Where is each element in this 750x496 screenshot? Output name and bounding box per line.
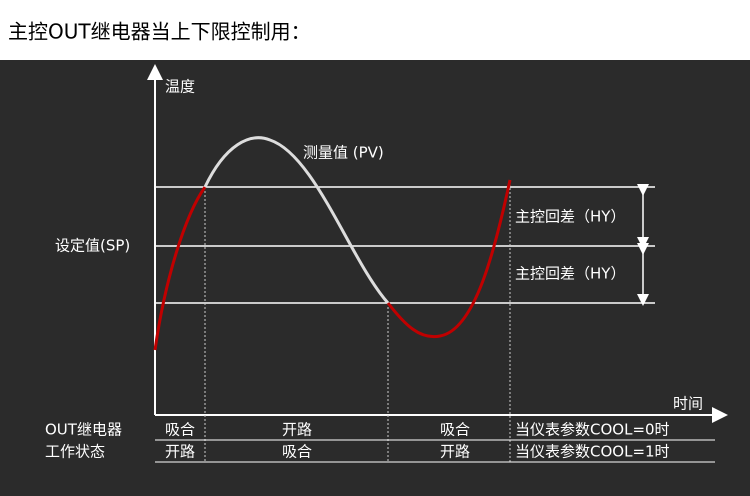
cell: 当仪表参数COOL=0时 <box>515 421 670 439</box>
y-axis-label: 温度 <box>165 78 195 96</box>
dividers <box>204 180 511 462</box>
header-bg <box>0 0 750 60</box>
hy-label: 主控回差（HY） <box>515 265 625 283</box>
cell: 开路 <box>282 421 312 439</box>
cell: 吸合 <box>165 421 195 439</box>
x-axis-label: 时间 <box>673 395 703 413</box>
cell: 开路 <box>165 443 195 461</box>
curve-red <box>386 179 512 339</box>
sp-label: 设定值(SP) <box>55 237 130 255</box>
title: 主控OUT继电器当上下限控制用： <box>8 20 311 44</box>
row-header: OUT继电器 <box>45 421 122 439</box>
curve-red <box>153 186 207 351</box>
cell: 开路 <box>440 443 470 461</box>
cell: 当仪表参数COOL=1时 <box>515 443 670 461</box>
row-header: 工作状态 <box>45 443 105 461</box>
levels <box>155 186 655 304</box>
hy-label: 主控回差（HY） <box>515 208 625 226</box>
curve-white <box>203 136 390 304</box>
cell: 吸合 <box>282 443 312 461</box>
pv-label: 测量值 (PV) <box>303 144 384 162</box>
cell: 吸合 <box>440 421 470 439</box>
diagram-bg <box>0 60 750 496</box>
